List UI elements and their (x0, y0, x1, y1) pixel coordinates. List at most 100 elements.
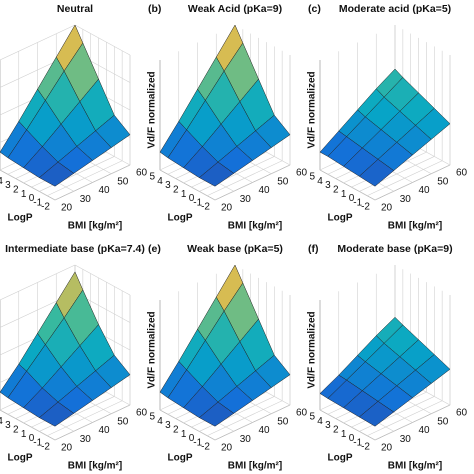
grid-line (374, 404, 451, 441)
panel-label: (f) (308, 243, 319, 255)
grid-line (199, 156, 275, 192)
x-tick-label: 30 (240, 194, 252, 205)
x-tick-label: 20 (381, 203, 393, 214)
y-tick-label: 3 (325, 180, 331, 191)
y-tick-label: 5 (309, 172, 315, 183)
grid-line (47, 160, 123, 196)
y-tick-label: 0 (29, 193, 35, 204)
y-tick-label: 5 (309, 412, 315, 423)
x-tick-label: 40 (419, 185, 431, 196)
x-tick-label: 60 (136, 408, 148, 419)
x-tick-label: 40 (99, 185, 111, 196)
grid-line (0, 409, 56, 441)
grid-line (367, 400, 443, 436)
y-axis-label: LogP (328, 213, 353, 224)
y-axis-label: LogP (8, 213, 33, 224)
surface-patch (198, 401, 235, 427)
chart-title: Weak base (pKa=5) (187, 243, 283, 255)
grid-line (207, 400, 283, 436)
panel: 24682030405060-2-1012345Intermediate bas… (0, 243, 148, 472)
x-axis-label: BMI [kg/m²] (68, 461, 122, 472)
y-tick-label: -2 (41, 442, 50, 453)
y-tick-label: 1 (21, 429, 27, 440)
grid-line (359, 156, 435, 192)
x-tick-label: 50 (437, 176, 449, 187)
x-axis-label: BMI [kg/m²] (228, 461, 282, 472)
surface-patch (358, 401, 395, 427)
z-axis-label: Vd/F normalized (147, 71, 158, 148)
chart-title: Moderate base (pKa=9) (337, 243, 452, 255)
grid-line (207, 160, 283, 196)
grid-line (367, 160, 443, 196)
grid-line (54, 404, 131, 441)
x-tick-label: 40 (419, 425, 431, 436)
y-tick-label: -1 (33, 437, 42, 448)
y-tick-label: 2 (333, 184, 339, 195)
y-tick-label: 1 (341, 189, 347, 200)
y-tick-label: 1 (21, 189, 27, 200)
surface-patch (198, 161, 235, 187)
x-axis-label: BMI [kg/m²] (388, 221, 442, 232)
y-tick-label: -1 (193, 197, 202, 208)
y-tick-label: 1 (341, 429, 347, 440)
x-tick-label: 30 (80, 434, 92, 445)
y-tick-label: 4 (317, 416, 323, 427)
chart-title: Intermediate base (pKa=7.4) (5, 243, 145, 255)
y-tick-label: 2 (13, 424, 19, 435)
x-tick-label: 40 (99, 425, 111, 436)
y-tick-label: 2 (173, 184, 179, 195)
grid-line (47, 400, 123, 436)
x-tick-label: 50 (117, 416, 129, 427)
x-tick-label: 50 (277, 416, 289, 427)
y-tick-label: 3 (5, 420, 11, 431)
y-tick-label: -1 (33, 197, 42, 208)
x-axis-label: BMI [kg/m²] (68, 221, 122, 232)
y-tick-label: -1 (353, 437, 362, 448)
grid-line (374, 164, 451, 201)
y-tick-label: 0 (349, 433, 355, 444)
x-tick-label: 30 (240, 434, 252, 445)
x-tick-label: 60 (456, 168, 468, 179)
y-tick-label: 5 (149, 412, 155, 423)
y-tick-label: 3 (165, 420, 171, 431)
grid-line (74, 24, 131, 56)
grid-line (39, 156, 115, 192)
y-tick-label: 4 (0, 176, 3, 187)
panel-label: (b) (148, 3, 161, 15)
grid-line (319, 409, 376, 441)
y-axis-label: LogP (168, 213, 193, 224)
y-tick-label: 3 (165, 180, 171, 191)
x-tick-label: 20 (61, 203, 73, 214)
y-tick-label: 4 (157, 176, 163, 187)
x-axis-label: BMI [kg/m²] (228, 221, 282, 232)
y-tick-label: -2 (361, 202, 370, 213)
chart-title: Neutral (57, 3, 93, 15)
x-tick-label: 60 (296, 168, 308, 179)
y-tick-label: 4 (157, 416, 163, 427)
y-tick-label: 3 (325, 420, 331, 431)
x-tick-label: 50 (437, 416, 449, 427)
x-tick-label: 50 (117, 176, 129, 187)
y-tick-label: 0 (29, 433, 35, 444)
z-axis-label: Vd/F normalized (147, 311, 158, 388)
panel-label: (c) (308, 3, 321, 15)
y-tick-label: 1 (181, 429, 187, 440)
grid-line (159, 409, 216, 441)
z-axis-label: Vd/F normalized (307, 311, 318, 388)
y-tick-label: 1 (181, 189, 187, 200)
y-tick-label: -1 (193, 437, 202, 448)
chart-title: Weak Acid (pKa=9) (188, 3, 282, 15)
y-tick-label: -1 (353, 197, 362, 208)
x-tick-label: 30 (80, 194, 92, 205)
y-tick-label: -2 (361, 442, 370, 453)
y-tick-label: 4 (0, 416, 3, 427)
grid-line (199, 396, 275, 432)
y-tick-label: 2 (173, 424, 179, 435)
grid-line (159, 169, 216, 201)
panel-label: (e) (148, 243, 161, 255)
x-tick-label: 60 (136, 168, 148, 179)
